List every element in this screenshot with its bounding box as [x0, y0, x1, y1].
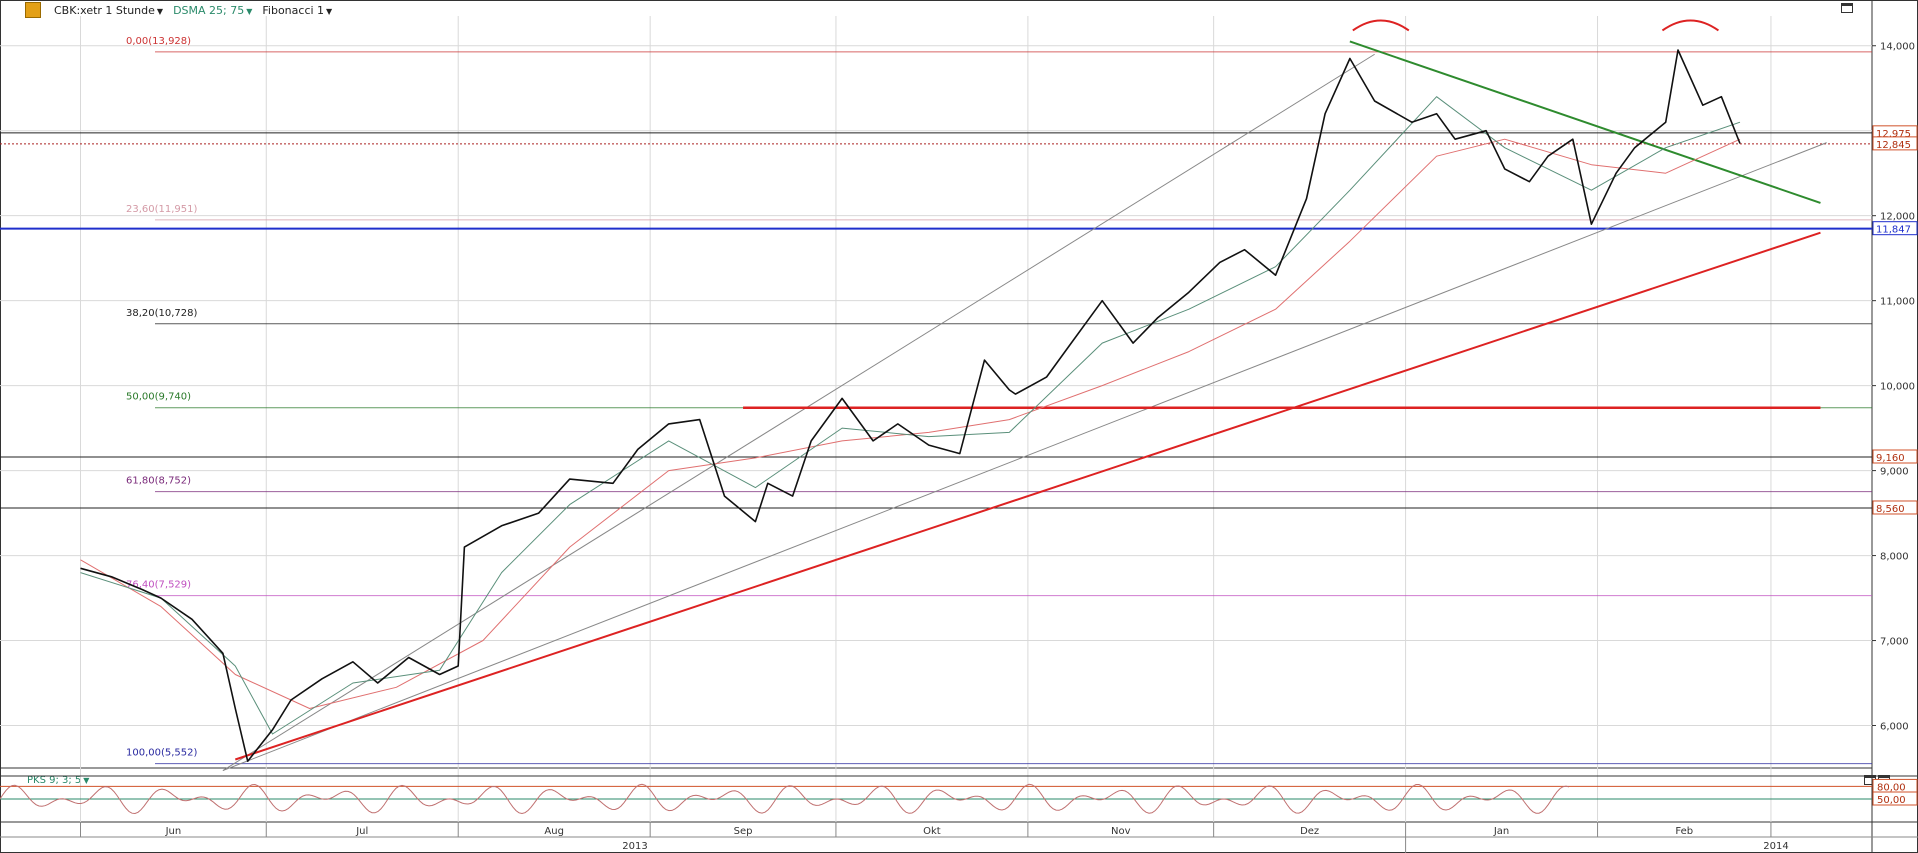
- chevron-down-icon: ▼: [326, 6, 333, 16]
- fib-label: 100,00(5,552): [126, 748, 198, 759]
- oscillator-panel: 80,00 50,00: [0, 775, 1918, 815]
- y-tick-label: 10,000: [1880, 382, 1915, 393]
- month-label: Okt: [923, 826, 941, 837]
- y-tick-label: 12,000: [1880, 212, 1915, 223]
- green-trendline: [1349, 40, 1821, 204]
- oscillator-level-label: 50,00: [1877, 795, 1906, 806]
- fibonacci-levels: 0,00(13,928) 23,60(11,951) 38,20(10,728) 50…: [126, 36, 1872, 765]
- app-logo-icon: [25, 2, 41, 18]
- indicator-label: DSMA 25; 75: [173, 3, 245, 17]
- indicator-selector[interactable]: DSMA 25; 75 ▼: [173, 4, 252, 17]
- month-label: Feb: [1675, 826, 1693, 837]
- drawing-tool-label: Fibonacci 1: [262, 3, 325, 17]
- month-label: Nov: [1111, 826, 1131, 837]
- price-marker-box: [1872, 500, 1918, 515]
- month-label: Jul: [355, 826, 368, 837]
- time-axis: Jun Jul Aug Sep Okt Nov Dez Jan Feb 2013 2014: [79, 822, 1789, 853]
- fib-label: 38,20(10,728): [126, 308, 198, 319]
- top-marker-arc: [1352, 19, 1410, 32]
- price-marker-box: [1872, 221, 1918, 236]
- y-tick-label: 7,000: [1880, 637, 1909, 648]
- fib-label: 61,80(8,752): [126, 476, 191, 487]
- series-line-cbk: [80, 49, 1741, 763]
- price-marker-label: 11,847: [1876, 225, 1911, 236]
- drawings: [0, 19, 1872, 772]
- month-label: Dez: [1300, 826, 1319, 837]
- year-label: 2014: [1763, 841, 1788, 852]
- price-series: [80, 49, 1741, 763]
- oscillator-line: [0, 783, 1570, 815]
- price-marker-label: 12,975: [1876, 129, 1911, 140]
- fib-label: 23,60(11,951): [126, 204, 198, 215]
- year-label: 2013: [622, 841, 647, 852]
- price-marker-label: 9,160: [1876, 453, 1905, 464]
- symbol-label: CBK:xetr 1 Stunde: [54, 3, 155, 17]
- price-marker-label: 12,845: [1876, 140, 1911, 151]
- channel-upper-line: [222, 53, 1375, 771]
- fib-label: 50,00(9,740): [126, 392, 191, 403]
- maximize-icon[interactable]: [1841, 3, 1853, 13]
- price-marker-box: [1872, 136, 1918, 151]
- red-trendline: [234, 231, 1821, 761]
- y-tick-label: 9,000: [1880, 467, 1909, 478]
- month-label: Jan: [1493, 826, 1509, 837]
- series-line-dsma-25: [80, 96, 1741, 735]
- price-marker-box: [1872, 449, 1918, 464]
- oscillator-level-box: [1872, 791, 1918, 806]
- y-tick-label: 14,000: [1880, 42, 1915, 53]
- top-marker-arc: [1661, 19, 1720, 32]
- oscillator-level-label: 80,00: [1877, 782, 1906, 793]
- y-tick-label: 11,000: [1880, 297, 1915, 308]
- chart-header: CBK:xetr 1 Stunde ▼ DSMA 25; 75 ▼ Fibonacc…: [25, 2, 332, 18]
- price-marker-label: 8,560: [1876, 504, 1905, 515]
- chevron-down-icon: ▼: [246, 6, 253, 16]
- chevron-down-icon: ▼: [83, 776, 90, 785]
- oscillator-label: PKS 9; 3; 5: [27, 775, 82, 786]
- month-label: Sep: [734, 826, 753, 837]
- channel-lower-line: [222, 142, 1827, 772]
- drawing-tool-selector[interactable]: Fibonacci 1 ▼: [262, 4, 332, 17]
- y-tick-label: 6,000: [1880, 722, 1909, 733]
- y-tick-label: 8,000: [1880, 552, 1909, 563]
- fib-label: 0,00(13,928): [126, 36, 191, 47]
- symbol-selector[interactable]: CBK:xetr 1 Stunde ▼: [54, 4, 163, 17]
- chevron-down-icon: ▼: [156, 6, 164, 16]
- month-label: Aug: [544, 826, 564, 837]
- series-line-dsma-75: [80, 138, 1741, 709]
- fib-label: 76,40(7,529): [126, 580, 191, 591]
- month-label: Jun: [165, 826, 182, 837]
- oscillator-selector[interactable]: PKS 9; 3; 5 ▼: [27, 775, 89, 786]
